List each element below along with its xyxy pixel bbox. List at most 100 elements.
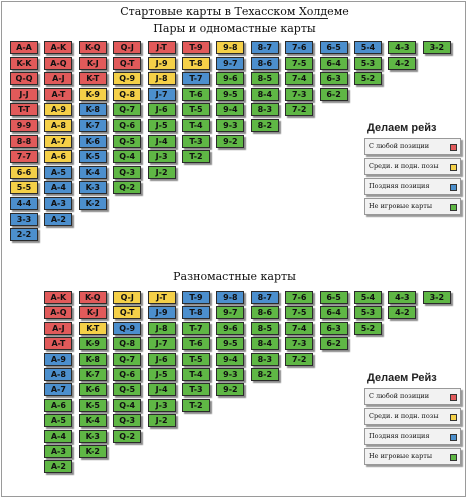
suited-hand-t-7: T-7 bbox=[182, 72, 210, 86]
suited-hand-k-j: K-J bbox=[78, 56, 107, 70]
offsuit-hand-j-5: J-5 bbox=[147, 368, 176, 381]
legend-item-y: Среди. и подн. позы bbox=[364, 408, 461, 425]
suited-hand-t-9: T-9 bbox=[182, 41, 210, 54]
suited-hand-8-6: 8-6 bbox=[250, 56, 279, 70]
offsuit-hand-j-4: J-4 bbox=[147, 383, 176, 397]
suited-hand-9-9: 9-9 bbox=[10, 119, 38, 132]
suited-hand-j-9: J-9 bbox=[147, 56, 176, 70]
suited-hand-a-7: A-7 bbox=[44, 134, 73, 148]
suited-hand-7-5: 7-5 bbox=[285, 56, 314, 70]
suited-hand-q-j: Q-J bbox=[113, 41, 142, 54]
offsuit-hand-7-6: 7-6 bbox=[285, 291, 314, 304]
suited-hand-4-2: 4-2 bbox=[388, 56, 417, 70]
legend-swatch bbox=[450, 164, 457, 171]
offsuit-hand-t-9: T-9 bbox=[182, 291, 210, 304]
suited-hand-8-5: 8-5 bbox=[250, 72, 279, 86]
legend-item-label: Поздняя позиция bbox=[369, 182, 430, 190]
title-underline bbox=[142, 18, 328, 19]
offsuit-hand-a-k: A-K bbox=[44, 291, 73, 304]
suited-hand-a-q: A-Q bbox=[44, 56, 73, 70]
legend-swatch bbox=[450, 394, 457, 401]
offsuit-hand-9-4: 9-4 bbox=[216, 352, 245, 366]
offsuit-hand-7-5: 7-5 bbox=[285, 306, 314, 320]
suited-hand-8-8: 8-8 bbox=[10, 134, 38, 148]
offsuit-hand-6-4: 6-4 bbox=[319, 306, 348, 320]
suited-hand-q-6: Q-6 bbox=[113, 119, 142, 132]
suited-hand-j-5: J-5 bbox=[147, 119, 176, 132]
legend-pairs-suited: Делаем рейз С любой позиции Среди. и подн… bbox=[364, 122, 461, 218]
suited-hand-j-t: J-T bbox=[147, 41, 176, 54]
offsuit-hand-t-3: T-3 bbox=[182, 383, 210, 397]
offsuit-hand-9-5: 9-5 bbox=[216, 337, 245, 351]
legend-swatch bbox=[450, 144, 457, 151]
offsuit-hand-q-9: Q-9 bbox=[113, 321, 142, 335]
offsuit-hand-q-4: Q-4 bbox=[113, 398, 142, 412]
suited-hand-t-2: T-2 bbox=[182, 150, 210, 164]
suited-hand-k-t: K-T bbox=[78, 72, 107, 86]
offsuit-hand-q-j: Q-J bbox=[113, 291, 142, 304]
suited-hand-q-t: Q-T bbox=[113, 56, 142, 70]
offsuit-hand-9-6: 9-6 bbox=[216, 321, 245, 335]
offsuit-hand-a-9: A-9 bbox=[44, 352, 73, 366]
suited-hand-9-2: 9-2 bbox=[216, 134, 245, 148]
legend-item-label: Среди. и подн. позы bbox=[369, 162, 439, 170]
suited-hand-a-2: A-2 bbox=[44, 212, 73, 226]
suited-hand-q-2: Q-2 bbox=[113, 181, 142, 195]
legend-swatch bbox=[450, 414, 457, 421]
suited-hand-a-4: A-4 bbox=[44, 181, 73, 195]
suited-hand-t-3: T-3 bbox=[182, 134, 210, 148]
offsuit-hand-a-3: A-3 bbox=[44, 445, 73, 458]
suited-hand-t-6: T-6 bbox=[182, 87, 210, 101]
offsuit-hand-a-4: A-4 bbox=[44, 429, 73, 443]
legend-item-r: С любой позиции bbox=[364, 388, 461, 405]
offsuit-hand-a-2: A-2 bbox=[44, 460, 73, 474]
suited-hand-2-2: 2-2 bbox=[10, 228, 38, 242]
suited-hand-q-8: Q-8 bbox=[113, 87, 142, 101]
suited-hand-q-9: Q-9 bbox=[113, 72, 142, 86]
legend-swatch bbox=[450, 454, 457, 461]
suited-hand-q-7: Q-7 bbox=[113, 103, 142, 117]
legend-item-label: Среди. и подн. позы bbox=[369, 412, 439, 420]
offsuit-hand-k-9: K-9 bbox=[78, 337, 107, 351]
offsuit-hand-8-2: 8-2 bbox=[250, 368, 279, 381]
suited-hand-a-9: A-9 bbox=[44, 103, 73, 117]
offsuit-hand-a-q: A-Q bbox=[44, 306, 73, 320]
legend-item-label: С любой позиции bbox=[369, 142, 430, 150]
offsuit-hand-j-8: J-8 bbox=[147, 321, 176, 335]
offsuit-hand-8-3: 8-3 bbox=[250, 352, 279, 366]
suited-hand-j-8: J-8 bbox=[147, 72, 176, 86]
offsuit-hand-k-8: K-8 bbox=[78, 352, 107, 366]
suited-hand-5-2: 5-2 bbox=[354, 72, 382, 86]
offsuit-hand-7-4: 7-4 bbox=[285, 321, 314, 335]
suited-hand-7-7: 7-7 bbox=[10, 150, 38, 164]
offsuit-hand-7-2: 7-2 bbox=[285, 352, 314, 366]
suited-hand-9-8: 9-8 bbox=[216, 41, 245, 54]
suited-hand-8-2: 8-2 bbox=[250, 119, 279, 132]
suited-hand-a-k: A-K bbox=[44, 41, 73, 54]
offsuit-hand-k-j: K-J bbox=[78, 306, 107, 320]
suited-hand-t-5: T-5 bbox=[182, 103, 210, 117]
suited-hand-8-4: 8-4 bbox=[250, 87, 279, 101]
legend-item-label: Не игровые карты bbox=[369, 202, 433, 210]
suited-hand-9-4: 9-4 bbox=[216, 103, 245, 117]
page-title: Стартовые карты в Техасском Холдеме bbox=[120, 5, 349, 18]
legend-item-b: Поздняя позиция bbox=[364, 178, 461, 195]
offsuit-hand-a-8: A-8 bbox=[44, 368, 73, 381]
suited-hand-7-3: 7-3 bbox=[285, 87, 314, 101]
suited-hand-k-6: K-6 bbox=[78, 134, 107, 148]
offsuit-hand-8-6: 8-6 bbox=[250, 306, 279, 320]
offsuit-hand-5-2: 5-2 bbox=[354, 321, 382, 335]
offsuit-hand-q-5: Q-5 bbox=[113, 383, 142, 397]
offsuit-hand-t-2: T-2 bbox=[182, 398, 210, 412]
suited-hand-j-j: J-J bbox=[10, 87, 38, 101]
offsuit-hand-q-3: Q-3 bbox=[113, 414, 142, 428]
suited-hand-a-a: A-A bbox=[10, 41, 38, 54]
offsuit-hand-k-7: K-7 bbox=[78, 368, 107, 381]
suited-hand-7-2: 7-2 bbox=[285, 103, 314, 117]
legend-item-b: Поздняя позиция bbox=[364, 428, 461, 445]
suited-hand-5-3: 5-3 bbox=[354, 56, 382, 70]
suited-hand-8-3: 8-3 bbox=[250, 103, 279, 117]
suited-hand-j-3: J-3 bbox=[147, 150, 176, 164]
offsuit-hand-q-6: Q-6 bbox=[113, 368, 142, 381]
